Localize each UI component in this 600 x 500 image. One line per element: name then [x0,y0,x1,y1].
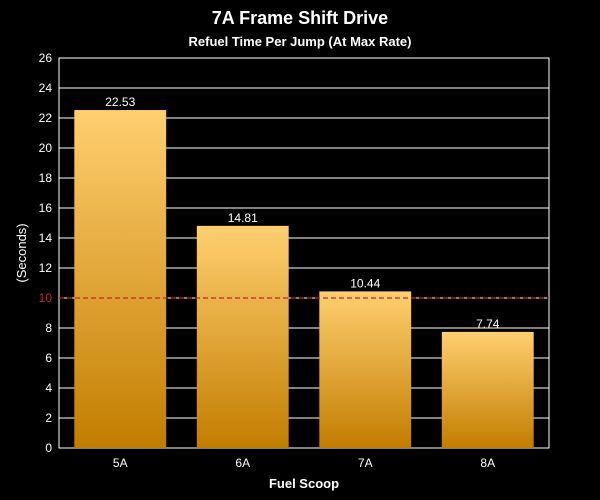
y-tick-label: 12 [39,261,53,275]
bar-7A [319,291,412,448]
y-tick-label: 22 [39,111,53,125]
chart-title: 7A Frame Shift Drive [211,8,389,28]
y-tick-label: 16 [39,201,53,215]
bars [74,110,534,449]
bar-8A [441,331,534,448]
y-tick-label: 14 [39,231,53,245]
bar-6A [196,225,289,448]
x-tick-label: 8A [480,456,495,470]
y-tick-label: 26 [39,51,53,65]
bar-5A [74,110,167,449]
y-tick-label: 6 [45,351,52,365]
data-label: 22.53 [105,95,135,109]
x-tick-label: 5A [113,456,128,470]
y-tick-label: 4 [45,381,52,395]
y-tick-label: 24 [39,81,53,95]
y-tick-label: 10 [39,291,53,305]
y-tick-label: 18 [39,171,53,185]
x-tick-labels: 5A 6A 7A 8A [113,456,495,470]
y-tick-label: 2 [45,411,52,425]
data-labels: 22.53 14.81 10.44 7.74 [105,95,500,331]
plot-area [58,57,550,449]
y-tick-label: 0 [45,441,52,455]
x-tick-label: 6A [235,456,250,470]
data-label: 10.44 [350,276,380,290]
x-tick-label: 7A [358,456,373,470]
y-axis-label: (Seconds) [14,223,29,282]
x-axis-label: Fuel Scoop [269,476,339,491]
chart-subtitle: Refuel Time Per Jump (At Max Rate) [188,34,412,49]
data-label: 7.74 [476,317,500,331]
data-label: 14.81 [228,211,258,225]
y-tick-label: 20 [39,141,53,155]
y-tick-label: 8 [45,321,52,335]
